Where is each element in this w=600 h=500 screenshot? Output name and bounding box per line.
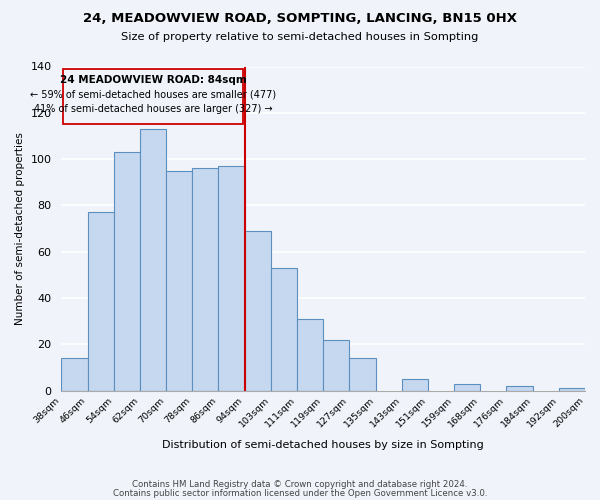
Bar xyxy=(166,170,193,390)
Text: 41% of semi-detached houses are larger (327) →: 41% of semi-detached houses are larger (… xyxy=(34,104,272,114)
Bar xyxy=(559,388,585,390)
Bar xyxy=(454,384,480,390)
Text: 24, MEADOWVIEW ROAD, SOMPTING, LANCING, BN15 0HX: 24, MEADOWVIEW ROAD, SOMPTING, LANCING, … xyxy=(83,12,517,26)
Bar xyxy=(271,268,297,390)
X-axis label: Distribution of semi-detached houses by size in Sompting: Distribution of semi-detached houses by … xyxy=(163,440,484,450)
Bar xyxy=(114,152,140,390)
Text: Contains public sector information licensed under the Open Government Licence v3: Contains public sector information licen… xyxy=(113,488,487,498)
Bar xyxy=(506,386,533,390)
Bar xyxy=(193,168,218,390)
Text: ← 59% of semi-detached houses are smaller (477): ← 59% of semi-detached houses are smalle… xyxy=(30,90,276,100)
Text: Contains HM Land Registry data © Crown copyright and database right 2024.: Contains HM Land Registry data © Crown c… xyxy=(132,480,468,489)
FancyBboxPatch shape xyxy=(63,69,244,124)
Bar xyxy=(88,212,114,390)
Bar xyxy=(402,379,428,390)
Bar xyxy=(297,319,323,390)
Bar xyxy=(140,129,166,390)
Y-axis label: Number of semi-detached properties: Number of semi-detached properties xyxy=(15,132,25,325)
Bar xyxy=(349,358,376,390)
Text: 24 MEADOWVIEW ROAD: 84sqm: 24 MEADOWVIEW ROAD: 84sqm xyxy=(59,74,247,85)
Bar xyxy=(218,166,245,390)
Bar xyxy=(323,340,349,390)
Bar xyxy=(245,231,271,390)
Text: Size of property relative to semi-detached houses in Sompting: Size of property relative to semi-detach… xyxy=(121,32,479,42)
Bar xyxy=(61,358,88,390)
